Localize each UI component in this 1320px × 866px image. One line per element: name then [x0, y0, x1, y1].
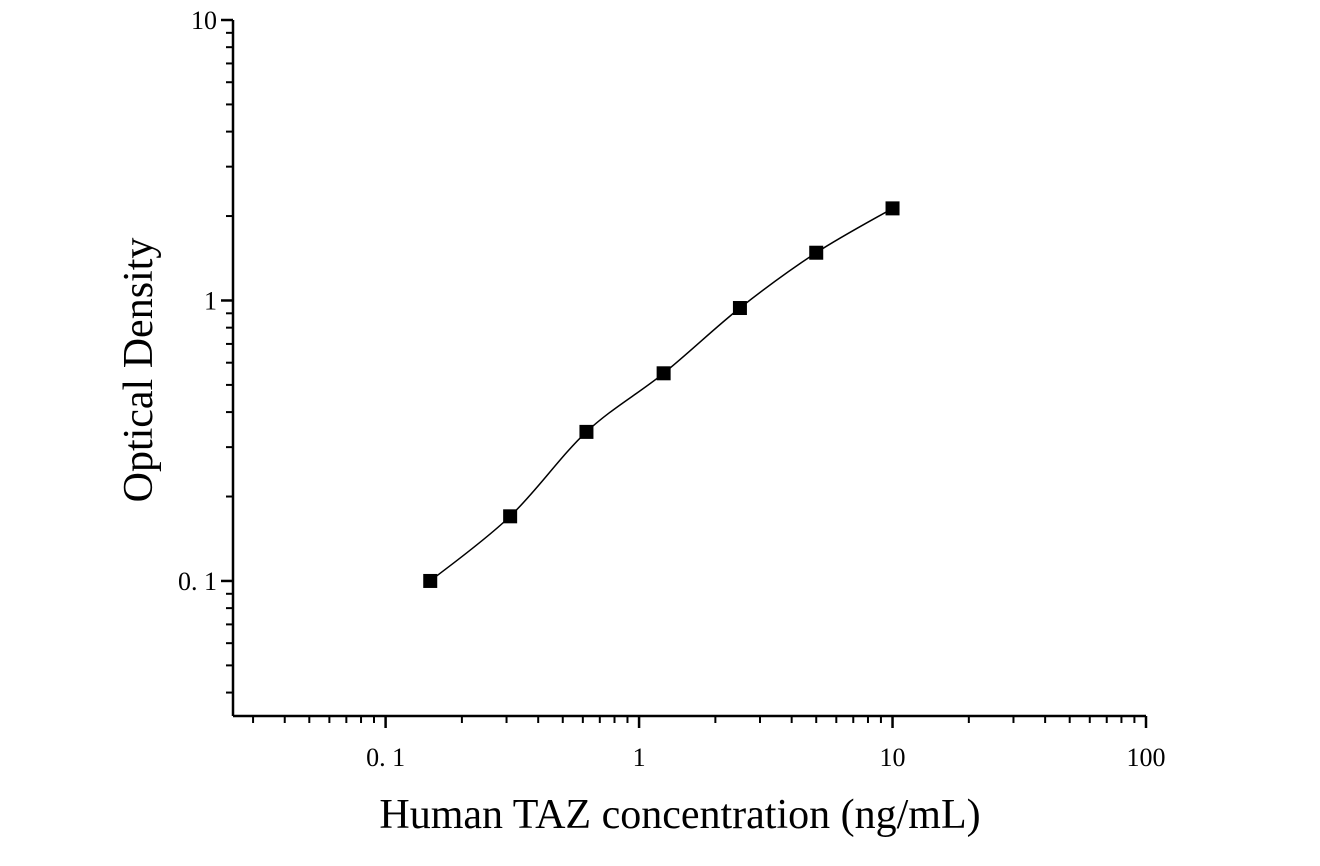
x-tick-label: 0. 1 — [366, 743, 405, 772]
y-tick-label: 1 — [204, 286, 217, 315]
data-point — [885, 201, 900, 216]
x-tick-label: 100 — [1127, 743, 1166, 772]
data-point — [503, 509, 518, 524]
x-tick-label: 10 — [880, 743, 906, 772]
axes — [231, 20, 1146, 718]
fit-curve — [429, 207, 893, 582]
tick-marks — [221, 18, 1148, 728]
y-tick-label: 0. 1 — [178, 567, 217, 596]
x-tick-label: 1 — [633, 743, 646, 772]
data-points — [423, 201, 900, 588]
data-point — [423, 573, 438, 588]
y-tick-label: 10 — [191, 6, 217, 35]
data-point — [656, 366, 671, 381]
data-point — [579, 424, 594, 439]
x-axis-label: Human TAZ concentration (ng/mL) — [379, 792, 980, 838]
data-point — [732, 301, 747, 316]
fit-curve-layer — [429, 207, 893, 582]
y-axis-label: Optical Density — [116, 238, 162, 503]
data-point — [809, 245, 824, 260]
tick-labels: 0. 1 1 10 100 0. 1 1 10 — [178, 6, 1166, 772]
